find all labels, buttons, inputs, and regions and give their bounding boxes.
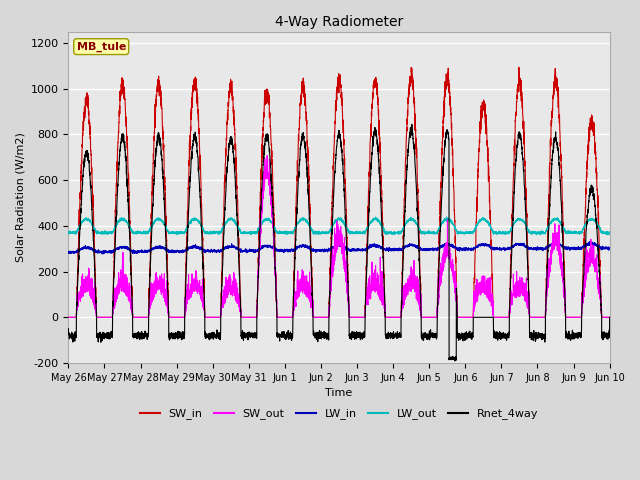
SW_in	[605, 314, 613, 320]
LW_in	[431, 246, 438, 252]
LW_out	[606, 229, 614, 235]
SW_out	[263, 153, 271, 158]
SW_in	[606, 314, 614, 320]
SW_in	[319, 314, 326, 320]
Line: Rnet_4way: Rnet_4way	[68, 124, 610, 361]
SW_in	[65, 314, 72, 320]
SW_in	[460, 314, 468, 320]
SW_in	[491, 314, 499, 320]
LW_in	[99, 251, 106, 257]
LW_in	[65, 249, 72, 255]
SW_out	[605, 314, 613, 320]
Rnet_4way	[162, 233, 170, 239]
LW_out	[536, 232, 544, 238]
Line: LW_out: LW_out	[68, 217, 610, 235]
Line: SW_in: SW_in	[68, 67, 610, 317]
SW_out	[319, 314, 326, 320]
Rnet_4way	[606, 314, 614, 320]
Rnet_4way	[605, 335, 613, 340]
Rnet_4way	[431, 331, 438, 337]
LW_in	[606, 245, 614, 251]
Rnet_4way	[451, 358, 459, 364]
Rnet_4way	[408, 121, 416, 127]
Title: 4-Way Radiometer: 4-Way Radiometer	[275, 15, 403, 29]
Legend: SW_in, SW_out, LW_in, LW_out, Rnet_4way: SW_in, SW_out, LW_in, LW_out, Rnet_4way	[135, 404, 543, 424]
Rnet_4way	[65, 325, 72, 331]
SW_out	[162, 297, 170, 302]
LW_out	[605, 230, 613, 236]
SW_out	[460, 314, 468, 320]
X-axis label: Time: Time	[325, 388, 353, 398]
SW_in	[162, 204, 170, 209]
LW_out	[460, 230, 468, 236]
SW_in	[515, 64, 523, 70]
LW_in	[162, 246, 170, 252]
SW_out	[491, 314, 499, 320]
LW_in	[460, 247, 468, 253]
SW_in	[430, 314, 438, 320]
LW_out	[443, 214, 451, 220]
Rnet_4way	[319, 334, 326, 340]
LW_out	[65, 229, 72, 235]
LW_out	[491, 229, 499, 235]
Y-axis label: Solar Radiation (W/m2): Solar Radiation (W/m2)	[15, 132, 25, 262]
Line: SW_out: SW_out	[68, 156, 610, 317]
LW_out	[162, 223, 170, 228]
LW_out	[319, 230, 326, 236]
SW_out	[65, 314, 72, 320]
LW_in	[605, 246, 613, 252]
Rnet_4way	[492, 335, 499, 340]
SW_out	[431, 314, 438, 320]
Line: LW_in: LW_in	[68, 241, 610, 254]
Rnet_4way	[461, 334, 468, 339]
Text: MB_tule: MB_tule	[77, 41, 126, 52]
LW_in	[586, 239, 593, 244]
LW_in	[491, 246, 499, 252]
SW_out	[606, 314, 614, 320]
LW_out	[430, 230, 438, 236]
LW_in	[319, 247, 326, 253]
